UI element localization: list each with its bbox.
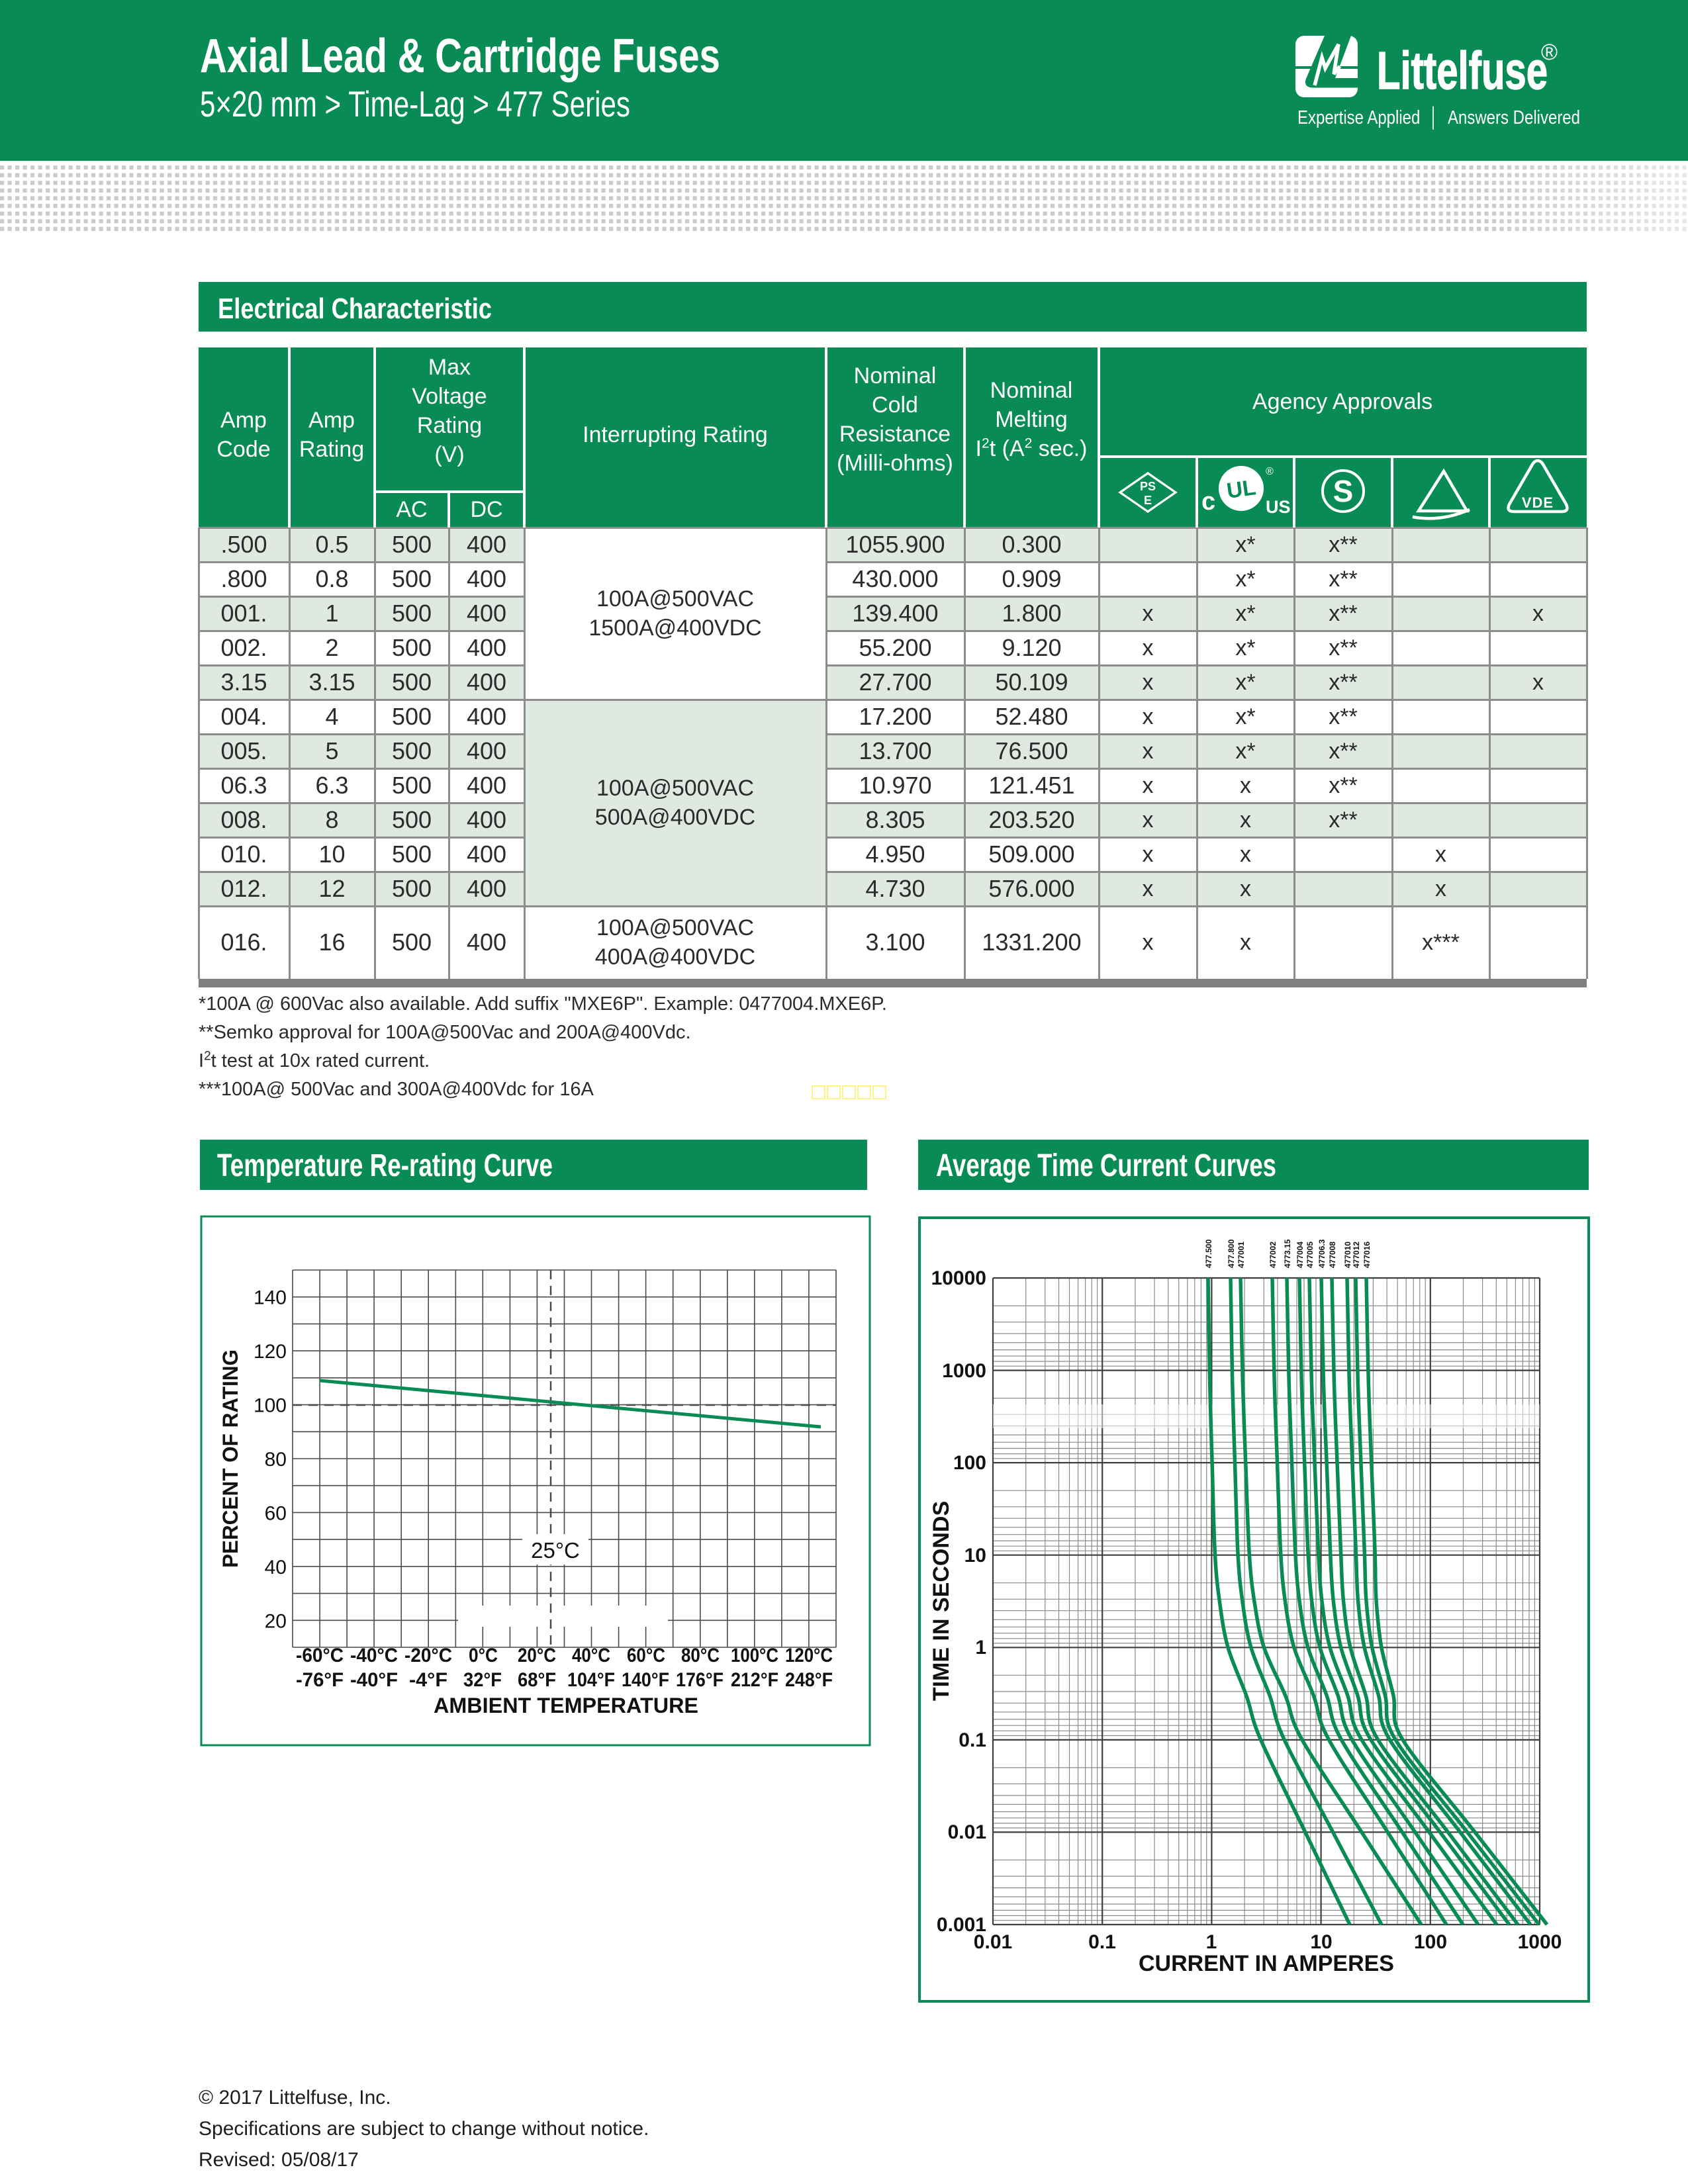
svg-text:68°F: 68°F — [518, 1669, 556, 1691]
svg-text:0.1: 0.1 — [1088, 1931, 1116, 1953]
svg-text:140: 140 — [254, 1287, 287, 1309]
svg-text:104°F: 104°F — [567, 1669, 615, 1691]
svg-text:Average Time Current Curves: Average Time Current Curves — [936, 1148, 1276, 1183]
svg-text:120°C: 120°C — [785, 1645, 833, 1666]
svg-text:32°F: 32°F — [463, 1669, 502, 1691]
svg-text:10: 10 — [1310, 1931, 1332, 1953]
svg-text:1: 1 — [1206, 1931, 1217, 1953]
svg-text:477001: 477001 — [1237, 1242, 1246, 1268]
svg-text:1000: 1000 — [942, 1360, 986, 1382]
svg-text:1: 1 — [975, 1637, 986, 1659]
svg-text:10000: 10000 — [931, 1267, 986, 1289]
svg-text:UL: UL — [1225, 475, 1258, 503]
svg-text:100: 100 — [1414, 1931, 1447, 1953]
svg-text:CURRENT IN AMPERES: CURRENT IN AMPERES — [1139, 1951, 1394, 1976]
svg-text:477004: 477004 — [1295, 1242, 1305, 1268]
svg-text:Temperature Re-rating Curve: Temperature Re-rating Curve — [217, 1148, 553, 1183]
svg-text:477.800: 477.800 — [1227, 1239, 1236, 1268]
svg-text:477008: 477008 — [1328, 1242, 1337, 1268]
svg-text:20: 20 — [265, 1610, 287, 1632]
svg-text:-4°F: -4°F — [409, 1669, 447, 1691]
svg-text:-20°C: -20°C — [404, 1645, 452, 1666]
svg-text:Expertise Applied │ Answers: Expertise Applied │ Answers Delivered — [1297, 106, 1580, 130]
svg-text:PERCENT OF RATING: PERCENT OF RATING — [218, 1349, 242, 1568]
svg-text:US: US — [1266, 497, 1291, 517]
svg-text:5×20 mm > Time-Lag > 477 Serie: 5×20 mm > Time-Lag > 477 Series — [200, 83, 630, 124]
svg-text:140°F: 140°F — [622, 1669, 669, 1691]
svg-text:AMBIENT TEMPERATURE: AMBIENT TEMPERATURE — [434, 1694, 698, 1717]
svg-text:0.01: 0.01 — [974, 1931, 1012, 1953]
svg-text:40°C: 40°C — [572, 1645, 610, 1666]
svg-text:60: 60 — [265, 1502, 287, 1524]
svg-text:477012: 477012 — [1352, 1242, 1361, 1268]
svg-text:4773.15: 4773.15 — [1283, 1239, 1292, 1268]
svg-text:E: E — [1144, 494, 1152, 507]
svg-text:477.500: 477.500 — [1204, 1239, 1213, 1268]
svg-text:0.01: 0.01 — [948, 1821, 986, 1843]
svg-text:477002: 477002 — [1268, 1242, 1278, 1268]
svg-text:0.001: 0.001 — [937, 1914, 986, 1936]
svg-text:Littelfuse: Littelfuse — [1377, 41, 1548, 100]
svg-text:100: 100 — [953, 1452, 986, 1474]
svg-text:TIME IN SECONDS: TIME IN SECONDS — [929, 1501, 954, 1701]
svg-text:176°F: 176°F — [676, 1669, 724, 1691]
svg-text:PS: PS — [1140, 480, 1156, 493]
svg-text:20°C: 20°C — [518, 1645, 556, 1666]
svg-text:10: 10 — [964, 1545, 986, 1567]
svg-text:-76°F: -76°F — [296, 1669, 344, 1691]
svg-text:40: 40 — [265, 1557, 287, 1578]
svg-text:1000: 1000 — [1518, 1931, 1562, 1953]
svg-text:Axial Lead & Cartridge Fuses: Axial Lead & Cartridge Fuses — [200, 30, 720, 83]
svg-text:0.1: 0.1 — [959, 1729, 986, 1751]
svg-text:Electrical Characteristic: Electrical Characteristic — [218, 293, 492, 325]
svg-text:477016: 477016 — [1362, 1242, 1372, 1268]
svg-text:-40°F: -40°F — [350, 1669, 398, 1691]
svg-text:25°C: 25°C — [531, 1538, 580, 1563]
svg-text:47706.3: 47706.3 — [1317, 1239, 1327, 1268]
svg-text:60°C: 60°C — [627, 1645, 665, 1666]
svg-text:100°C: 100°C — [731, 1645, 778, 1666]
svg-text:100: 100 — [254, 1395, 287, 1417]
svg-text:212°F: 212°F — [731, 1669, 778, 1691]
svg-text:477005: 477005 — [1305, 1242, 1315, 1268]
svg-text:VDE: VDE — [1522, 494, 1554, 511]
svg-text:®: ® — [1266, 466, 1274, 477]
svg-text:248°F: 248°F — [785, 1669, 833, 1691]
svg-text:80°C: 80°C — [681, 1645, 720, 1666]
svg-text:S: S — [1333, 474, 1354, 508]
svg-text:120: 120 — [254, 1341, 287, 1363]
svg-text:-60°C: -60°C — [296, 1645, 344, 1666]
svg-text:477010: 477010 — [1343, 1242, 1352, 1268]
svg-text:-40°C: -40°C — [350, 1645, 398, 1666]
svg-text:®: ® — [1541, 40, 1558, 65]
svg-text:c: c — [1201, 488, 1215, 516]
svg-text:0°C: 0°C — [469, 1645, 498, 1666]
svg-text:80: 80 — [265, 1449, 287, 1471]
